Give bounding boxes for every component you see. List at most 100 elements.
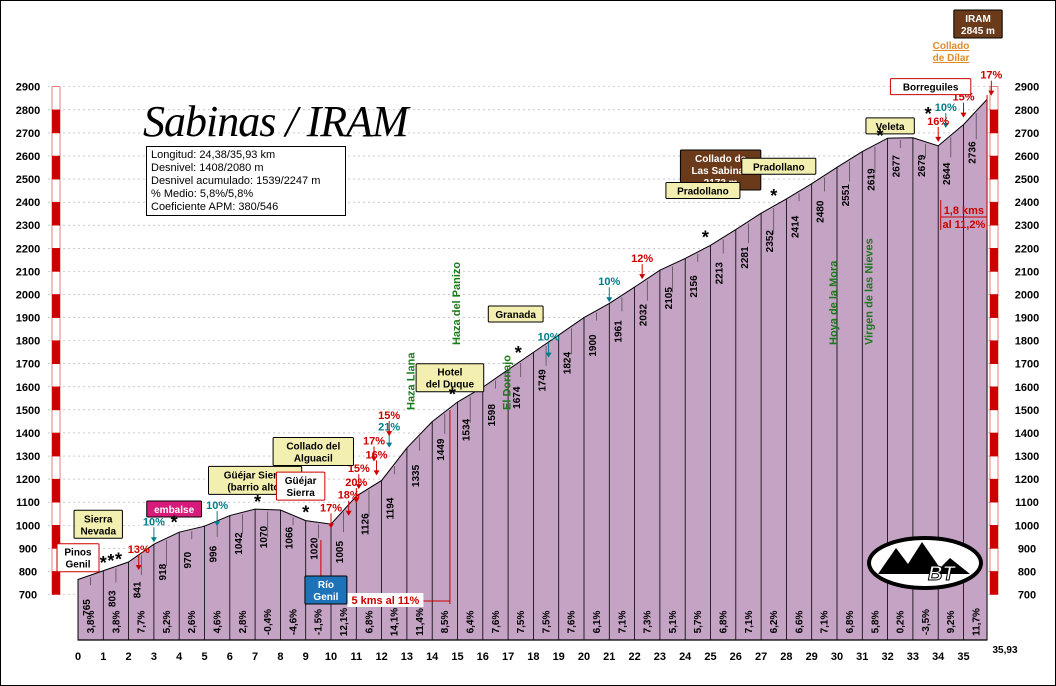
- y-tick-label-right: 2800: [1015, 105, 1039, 117]
- bt-logo-text: BT: [928, 563, 956, 585]
- segment-gradient-label: 11,7%: [972, 608, 983, 636]
- segment-altitude-label: 918: [158, 563, 169, 580]
- x-tick-label: 6: [227, 651, 233, 663]
- ramp-arrowhead: [328, 523, 334, 529]
- place-label-text: IRAM: [965, 14, 991, 25]
- ramp-arrowhead: [639, 274, 646, 280]
- summit-asterisk: *: [171, 513, 178, 533]
- x-tick-label: 9: [303, 651, 309, 663]
- place-label-text: Pradollano: [753, 162, 805, 173]
- segment-altitude-label: 1961: [613, 320, 624, 343]
- left-altitude-bar-segment: [51, 132, 61, 157]
- right-altitude-bar-segment: [989, 501, 999, 526]
- place-label-text: del Duque: [426, 380, 475, 391]
- ramp-label: 10%: [206, 500, 228, 512]
- y-tick-label-right: 700: [1018, 590, 1036, 602]
- segment-gradient-label: 7,1%: [820, 610, 831, 633]
- x-tick-label: 7: [252, 651, 258, 663]
- segment-altitude-label: 1534: [462, 418, 473, 441]
- y-tick-label-left: 1700: [16, 359, 40, 371]
- summit-asterisk: *: [515, 343, 522, 363]
- ramp-label: 17%: [320, 502, 342, 514]
- place-label-text: Güéjar Sierra: [224, 470, 287, 481]
- ramp-arrowhead: [371, 456, 378, 462]
- segment-altitude-label: 1042: [234, 532, 245, 555]
- summit-asterisk: *: [302, 502, 309, 522]
- segment-gradient-label: 4,6%: [213, 610, 224, 633]
- segment-gradient-label: 7,1%: [744, 610, 755, 633]
- y-tick-label-right: 900: [1018, 543, 1036, 555]
- place-label-box: [865, 117, 915, 135]
- ramp-label: 17%: [980, 70, 1002, 82]
- right-altitude-bar-segment: [989, 478, 999, 503]
- ramp-arrowhead: [353, 498, 360, 504]
- segment-gradient-label: 7,5%: [541, 610, 552, 633]
- place-label-box: [304, 575, 348, 605]
- ramp-arrowhead: [988, 90, 995, 96]
- segment-gradient-label: 2,6%: [187, 610, 198, 633]
- right-altitude-bar-segment: [989, 132, 999, 157]
- x-tick-label: 3: [151, 651, 157, 663]
- y-tick-label-right: 2200: [1015, 243, 1039, 255]
- place-label-text: Veleta: [876, 122, 905, 133]
- x-tick-label: 30: [831, 651, 843, 663]
- y-tick-label-left: 1300: [16, 451, 40, 463]
- x-tick-label: 28: [780, 651, 792, 663]
- bracket-label: 5 kms al 11%: [351, 595, 419, 607]
- ramp-label: 10%: [935, 102, 957, 114]
- ramp-arrowhead: [214, 521, 221, 527]
- x-tick-label: 31: [856, 651, 868, 663]
- right-altitude-bar-segment: [989, 109, 999, 134]
- collado-dilar-label: de Dílar: [933, 53, 970, 64]
- right-altitude-bar-segment: [989, 409, 999, 434]
- segment-altitude-label: 1194: [386, 497, 397, 519]
- segment-altitude-label: 1126: [360, 513, 371, 535]
- segment-altitude-label: 1749: [537, 369, 548, 392]
- ramp-label: 12%: [631, 253, 653, 265]
- vertical-place-label: Virgen de las Nieves: [863, 238, 875, 345]
- x-tick-label: 22: [628, 651, 640, 663]
- segment-altitude-label: 803: [107, 590, 118, 607]
- summit-asterisk: *: [100, 553, 107, 573]
- segment-gradient-label: 7,6%: [567, 610, 578, 633]
- segment-gradient-label: -1,5%: [314, 609, 325, 635]
- right-altitude-bar-segment: [989, 248, 999, 272]
- segment-gradient-label: -4,6%: [288, 609, 299, 635]
- y-tick-label-left: 1600: [16, 382, 40, 394]
- y-tick-label-left: 800: [19, 566, 37, 578]
- summit-asterisk: *: [449, 385, 456, 405]
- place-label-text: Genil: [65, 560, 90, 571]
- right-altitude-bar-segment: [989, 548, 999, 572]
- segment-altitude-label: 996: [209, 545, 220, 562]
- x-tick-label: 26: [730, 651, 742, 663]
- right-altitude-bar-segment: [989, 224, 999, 249]
- place-label-box: [665, 182, 741, 200]
- segment-altitude-label: 1066: [284, 526, 295, 549]
- x-tick-label: 8: [277, 651, 283, 663]
- y-tick-label-right: 2100: [1015, 266, 1039, 278]
- left-altitude-bar-segment: [51, 317, 61, 341]
- y-tick-label-left: 2600: [16, 151, 40, 163]
- segment-altitude-label: 765: [82, 599, 93, 616]
- right-altitude-bar-segment: [989, 432, 999, 457]
- y-tick-label-left: 2100: [16, 266, 40, 278]
- ramp-label: 15%: [348, 463, 370, 475]
- left-altitude-bar-segment: [51, 109, 61, 134]
- x-tick-label: 0: [75, 651, 81, 663]
- segment-altitude-label: 2213: [715, 262, 726, 285]
- vertical-place-label: Haza Llana: [405, 352, 417, 410]
- place-label-text: Las Sabinas: [691, 166, 750, 177]
- y-tick-label-left: 2000: [16, 289, 40, 301]
- segment-gradient-label: 7,1%: [617, 610, 628, 633]
- segment-gradient-label: -0,4%: [263, 609, 274, 635]
- segment-gradient-label: 9,2%: [946, 610, 957, 633]
- summit-asterisk: *: [770, 186, 777, 206]
- place-label-text: Sierra: [286, 488, 315, 499]
- ramp-label: 13%: [128, 544, 150, 556]
- stat-medio: % Medio: 5,8%/5,8%: [151, 188, 254, 200]
- place-label-text: Borreguiles: [903, 83, 959, 94]
- segment-altitude-label: 1598: [487, 404, 498, 427]
- segment-altitude-label: 2677: [892, 155, 903, 178]
- summit-asterisk: *: [107, 551, 114, 571]
- ramp-arrowhead: [935, 136, 942, 142]
